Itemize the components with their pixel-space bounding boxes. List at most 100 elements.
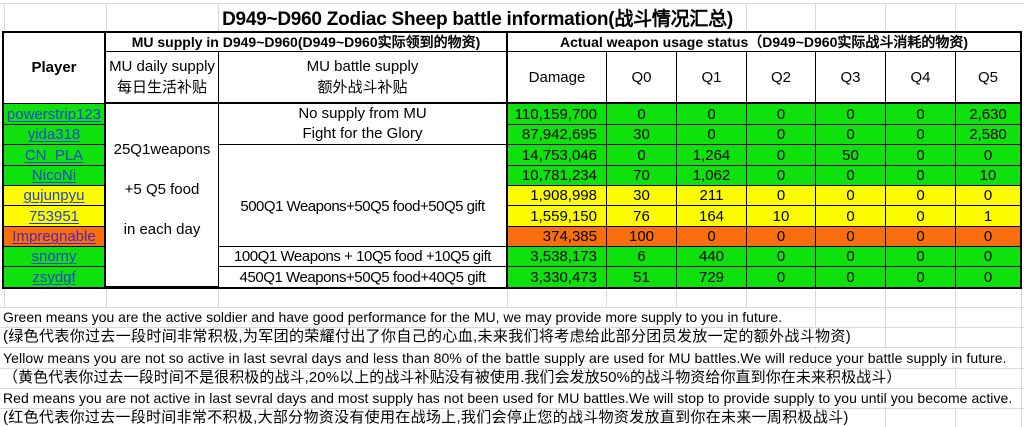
legend-green-cn: (绿色代表你过去一段时间非常积极,为军团的荣耀付出了你自己的心血,未来我们将考虑… bbox=[1, 328, 854, 346]
q4-cell: 0 bbox=[886, 186, 956, 206]
daily-note-line2: +5 Q5 food bbox=[124, 181, 200, 198]
damage-cell: 1,908,998 bbox=[508, 186, 607, 206]
q1-cell: 0 bbox=[677, 125, 747, 145]
battle-supply-cell-no-supply: No supply from MU Fight for the Glory bbox=[219, 104, 508, 145]
q4-cell: 0 bbox=[886, 125, 956, 145]
player-link[interactable]: snorny bbox=[31, 248, 77, 265]
q2-cell: 0 bbox=[747, 267, 816, 287]
q0-cell: 51 bbox=[607, 267, 677, 287]
player-name-cell: gujunpyu bbox=[4, 186, 106, 206]
q3-cell: 0 bbox=[816, 247, 886, 267]
q2-cell: 0 bbox=[747, 247, 816, 267]
gridline bbox=[676, 289, 677, 307]
gridline bbox=[746, 3, 747, 31]
group-header-weapon-usage: Actual weapon usage status（D949~D960实际战斗… bbox=[508, 33, 1020, 52]
table-row: CN_PLA 500Q1 Weapons+50Q5 food+50Q5 gift… bbox=[4, 145, 1020, 247]
gridline bbox=[0, 307, 1024, 308]
gridline bbox=[218, 289, 219, 307]
battle-supply-label-en: MU battle supply bbox=[306, 58, 419, 75]
player-link[interactable]: zsydgf bbox=[32, 268, 76, 286]
daily-supply-label-en: MU daily supply bbox=[109, 58, 215, 75]
group-header-mu-supply: MU supply in D949~D960(D949~D960实际领到的物资) bbox=[106, 33, 508, 52]
q2-cell: 0 bbox=[747, 104, 816, 125]
q5-cell: 0 bbox=[956, 267, 1020, 287]
q0-cell: 100 bbox=[607, 227, 677, 247]
battle-info-table: Player MU supply in D949~D960(D949~D960实… bbox=[2, 31, 1022, 289]
daily-note-line1: 25Q1weapons bbox=[113, 141, 211, 158]
gridline bbox=[4, 289, 5, 307]
gridline bbox=[0, 388, 1024, 389]
legend-yellow-cn: （黄色代表你过去一段时间不是很积极的战斗,20%以上的战斗补贴没有被使用.我们会… bbox=[1, 369, 904, 387]
q1-cell: 729 bbox=[677, 267, 747, 287]
q3-cell: 50 bbox=[816, 145, 886, 166]
player-name-cell: CN_PLA bbox=[4, 145, 106, 166]
damage-cell: 1,559,150 bbox=[508, 206, 607, 227]
q5-cell: 0 bbox=[956, 227, 1020, 247]
legend-green-en: Green means you are the active soldier a… bbox=[1, 308, 784, 326]
q3-cell: 0 bbox=[816, 186, 886, 206]
daily-supply-cell: 25Q1weapons +5 Q5 food in each day bbox=[106, 104, 219, 287]
gridline bbox=[0, 368, 1024, 369]
q1-cell: 164 bbox=[677, 206, 747, 227]
legend-yellow-en: Yellow means you are not so active in la… bbox=[1, 349, 1009, 367]
damage-cell: 3,330,473 bbox=[508, 267, 607, 287]
no-supply-line: No supply from MU bbox=[298, 105, 427, 122]
q0-cell: 6 bbox=[607, 247, 677, 267]
q2-cell: 0 bbox=[747, 227, 816, 247]
q0-cell: 76 bbox=[607, 206, 677, 227]
q1-cell: 0 bbox=[677, 227, 747, 247]
q3-cell: 0 bbox=[816, 267, 886, 287]
battle-supply-label-cn: 额外战斗补贴 bbox=[317, 79, 408, 96]
column-header-damage: Damage bbox=[508, 52, 607, 104]
q0-cell: 70 bbox=[607, 166, 677, 186]
gridline bbox=[606, 289, 607, 307]
player-link[interactable]: Impregnable bbox=[12, 228, 96, 245]
battle-supply-cell-450q1: 450Q1 Weapons+50Q5 food+40Q5 gift bbox=[219, 267, 508, 287]
q4-cell: 0 bbox=[886, 206, 956, 227]
legend-red-cn: (红色代表你过去一段时间非常不积极,大部分物资没有使用在战场上,我们会停止您的战… bbox=[1, 409, 851, 427]
player-name-cell: Impregnable bbox=[4, 227, 106, 247]
table-row: powerstrip123 25Q1weapons +5 Q5 food in … bbox=[4, 104, 1020, 287]
gridline bbox=[955, 3, 956, 31]
player-link[interactable]: yida318 bbox=[27, 126, 81, 143]
q5-cell: 0 bbox=[956, 145, 1020, 166]
player-link[interactable]: gujunpyu bbox=[23, 187, 85, 204]
gridline bbox=[106, 289, 107, 307]
q4-cell: 0 bbox=[886, 166, 956, 186]
gridline bbox=[1021, 289, 1022, 427]
player-name-cell: zsydgf bbox=[4, 267, 106, 287]
column-header-q2: Q2 bbox=[747, 52, 816, 104]
table-row: 753951 1,559,150 76 164 10 0 0 1 bbox=[4, 206, 1020, 227]
q1-cell: 0 bbox=[677, 104, 747, 125]
q1-cell: 211 bbox=[677, 186, 747, 206]
column-header-player: Player bbox=[4, 33, 106, 104]
player-name-cell: NicoNi bbox=[4, 166, 106, 186]
gridline bbox=[885, 3, 886, 31]
battle-supply-cell-500q1: 500Q1 Weapons+50Q5 food+50Q5 gift bbox=[219, 145, 508, 247]
battle-supply-cell-100q1: 100Q1 Weapons + 10Q5 food +10Q5 gift bbox=[219, 247, 508, 267]
q4-cell: 0 bbox=[886, 145, 956, 166]
gridline bbox=[815, 3, 816, 31]
q5-cell: 2,630 bbox=[956, 104, 1020, 125]
q1-cell: 1,264 bbox=[677, 145, 747, 166]
q5-cell: 0 bbox=[956, 186, 1020, 206]
gridline bbox=[746, 289, 747, 307]
player-link[interactable]: NicoNi bbox=[31, 167, 77, 184]
player-link[interactable]: powerstrip123 bbox=[6, 105, 102, 123]
player-link[interactable]: CN_PLA bbox=[24, 146, 84, 164]
daily-note-line3: in each day bbox=[123, 221, 201, 238]
column-header-q3: Q3 bbox=[816, 52, 886, 104]
column-header-daily-supply: MU daily supply 每日生活补贴 bbox=[106, 52, 219, 104]
player-name-cell: yida318 bbox=[4, 125, 106, 145]
player-name-cell: 753951 bbox=[4, 206, 106, 227]
q4-cell: 0 bbox=[886, 104, 956, 125]
table-row: Impregnable 374,385 100 0 0 0 0 0 bbox=[4, 227, 1020, 247]
column-header-q1: Q1 bbox=[677, 52, 747, 104]
damage-cell: 14,753,046 bbox=[508, 145, 607, 166]
player-link[interactable]: 753951 bbox=[28, 207, 80, 225]
q5-cell: 2,580 bbox=[956, 125, 1020, 145]
q3-cell: 0 bbox=[816, 166, 886, 186]
daily-supply-label-cn: 每日生活补贴 bbox=[116, 79, 207, 96]
column-header-battle-supply: MU battle supply 额外战斗补贴 bbox=[219, 52, 508, 104]
gridline bbox=[507, 289, 508, 307]
